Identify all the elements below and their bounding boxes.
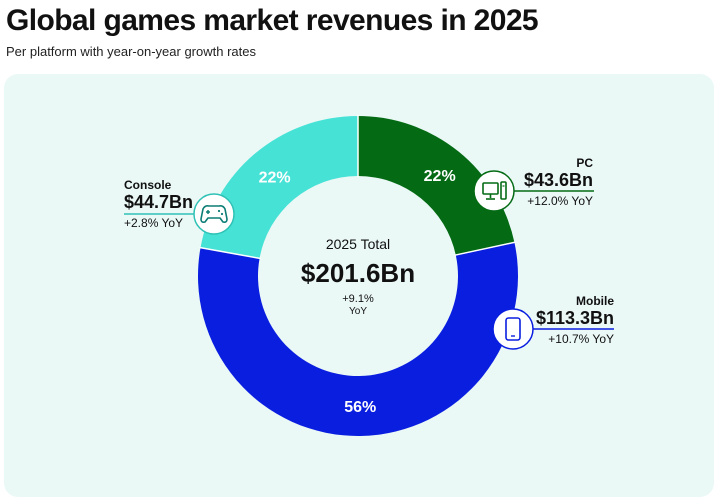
pc-name: PC xyxy=(576,156,593,170)
console-value: $44.7Bn xyxy=(124,192,194,212)
chart-subtitle: Per platform with year-on-year growth ra… xyxy=(6,44,256,59)
total-value: $201.6Bn xyxy=(301,258,415,288)
total-growth: +9.1% xyxy=(342,293,374,305)
slice-label-mobile: 56% xyxy=(344,399,376,416)
slice-label-pc: 22% xyxy=(424,168,456,185)
donut-center: 2025 Total $201.6Bn +9.1% YoY xyxy=(301,236,415,317)
donut-slices xyxy=(197,115,518,437)
slice-separator xyxy=(454,241,516,256)
console-name: Console xyxy=(124,178,172,192)
gamepad-icon xyxy=(193,193,235,235)
smartphone-icon xyxy=(492,308,534,350)
console-callout: Console $44.7Bn +2.8% YoY xyxy=(124,178,193,230)
mobile-name: Mobile xyxy=(576,294,614,308)
slice-console xyxy=(200,116,358,259)
callout-leader-lines xyxy=(124,190,614,330)
slice-pc xyxy=(358,116,515,255)
pc-callout: PC $43.6Bn +12.0% YoY xyxy=(523,156,593,208)
slice-separator xyxy=(199,246,261,260)
pc-yoy: +12.0% YoY xyxy=(527,194,593,208)
mobile-yoy: +10.7% YoY xyxy=(548,332,614,346)
chart-title: Global games market revenues in 2025 xyxy=(6,4,539,37)
total-label: 2025 Total xyxy=(326,236,390,252)
mobile-value: $113.3Bn xyxy=(535,308,614,328)
desktop-pc-icon xyxy=(473,170,515,212)
slice-percent-labels: 22% 56% 22% xyxy=(259,168,456,416)
console-yoy: +2.8% YoY xyxy=(124,216,184,230)
total-growth-unit: YoY xyxy=(349,306,367,317)
slice-label-console: 22% xyxy=(259,169,291,186)
platform-icons xyxy=(193,170,534,350)
slice-mobile xyxy=(197,242,518,437)
pc-value: $43.6Bn xyxy=(523,170,593,190)
mobile-callout: Mobile $113.3Bn +10.7% YoY xyxy=(534,294,614,346)
